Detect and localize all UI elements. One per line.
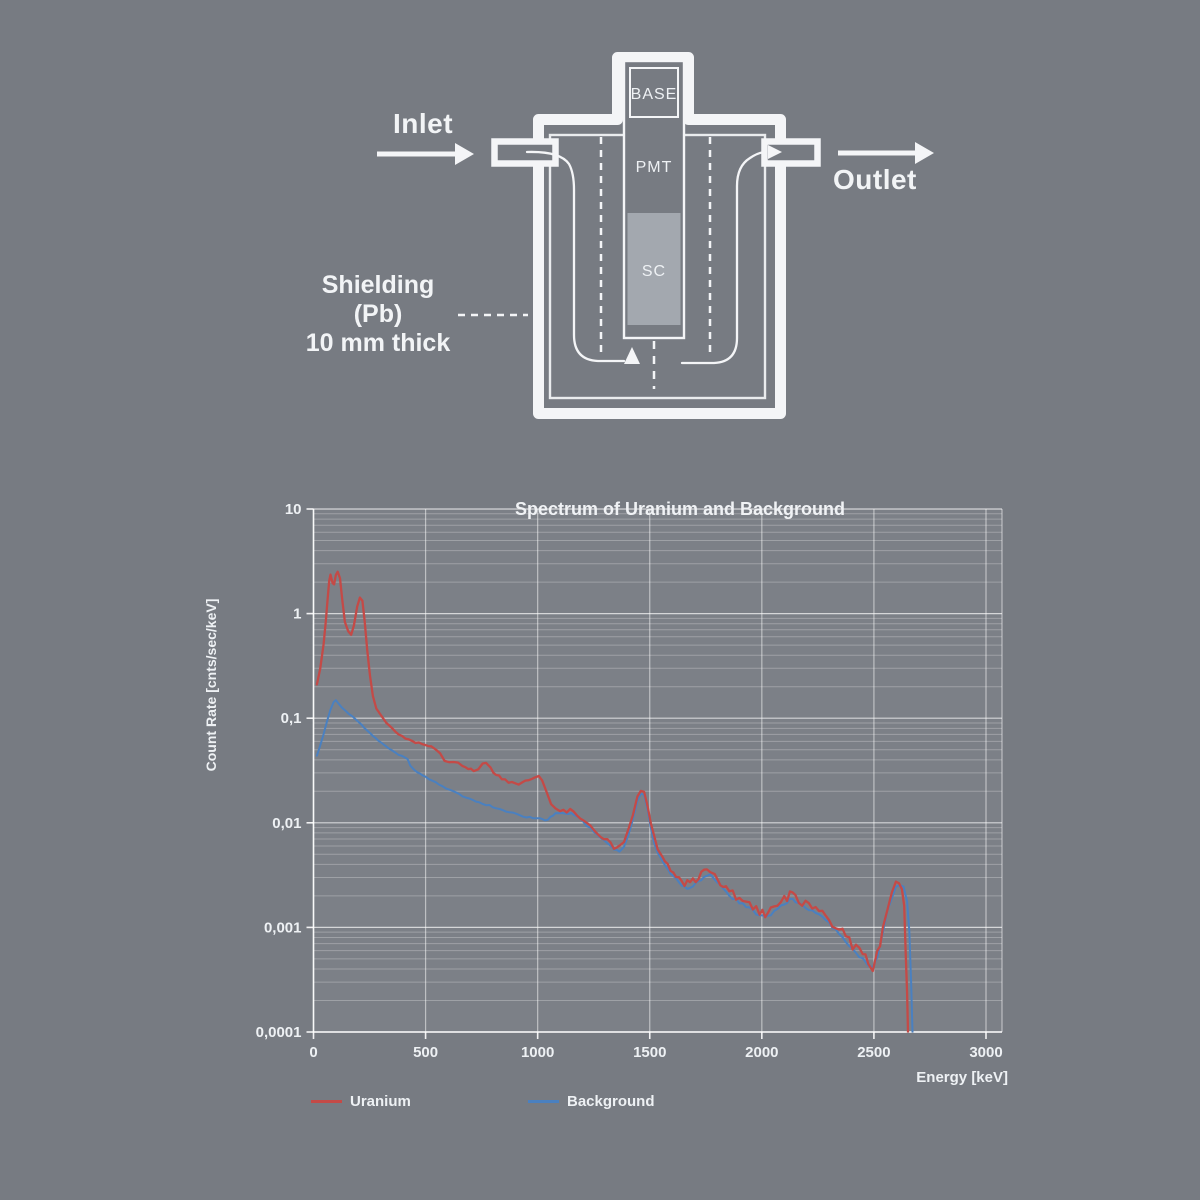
x-tick-label: 0 — [309, 1044, 317, 1061]
y-tick-label: 1 — [293, 606, 301, 623]
flow-line-left — [525, 150, 626, 363]
gridlines — [312, 508, 1003, 1033]
legend-uranium-label: Uranium — [350, 1093, 411, 1110]
uranium-line-swatch — [311, 1100, 342, 1103]
legend-item-uranium: Uranium — [311, 1093, 411, 1110]
x-tick-label: 2000 — [745, 1044, 778, 1061]
flow-arrow-right-icon — [768, 145, 782, 159]
shielding-label: Shielding (Pb) 10 mm thick — [268, 271, 488, 358]
base-box — [629, 67, 679, 118]
base-label: BASE — [631, 86, 678, 103]
chart-title: Spectrum of Uranium and Background — [514, 499, 846, 519]
shielding-line3: 10 mm thick — [305, 329, 451, 357]
y-tick-label: 0,01 — [272, 815, 301, 832]
legend-item-background: Background — [528, 1093, 655, 1110]
scintillator-block — [627, 213, 681, 325]
x-axis-title: Energy [keV] — [916, 1069, 1008, 1086]
vessel-outer-wall — [533, 52, 786, 419]
inlet-arrow-icon — [455, 143, 474, 165]
sc-label: SC — [642, 263, 666, 280]
flow-arrow-up-icon — [624, 347, 640, 364]
inlet-pipe — [491, 138, 559, 167]
y-tick-label: 0,1 — [281, 710, 302, 727]
x-tick-label: 3000 — [969, 1044, 1002, 1061]
series-lines — [315, 570, 914, 1033]
outlet-label: Outlet — [833, 164, 917, 195]
inlet-label: Inlet — [393, 108, 454, 139]
plot-area — [313, 509, 1002, 1032]
pmt-label: PMT — [636, 159, 673, 176]
axes: 10 1 0,1 0,01 0,001 0,0001 0 500 1000 1500 2000 250… — [256, 501, 1003, 1061]
x-tick-label: 1000 — [521, 1044, 554, 1061]
y-tick-label: 0,001 — [264, 919, 302, 936]
x-tick-label: 1500 — [633, 1044, 666, 1061]
y-tick-label: 10 — [285, 501, 302, 518]
outlet-arrow-icon — [915, 142, 934, 164]
legend-background-label: Background — [567, 1093, 655, 1110]
flow-line-right — [680, 150, 768, 365]
shielding-line1: Shielding — [321, 271, 435, 299]
x-tick-label: 2500 — [857, 1044, 890, 1061]
shielding-line2: (Pb) — [353, 300, 403, 328]
y-tick-label: 0,0001 — [256, 1024, 302, 1041]
detector-diagram: BASE PMT SC — [377, 52, 934, 419]
y-axis-title: Count Rate [cnts/sec/keV] — [203, 598, 219, 772]
background-line-swatch — [528, 1100, 559, 1103]
x-tick-label: 500 — [413, 1044, 438, 1061]
uranium-series-line — [315, 570, 910, 1033]
